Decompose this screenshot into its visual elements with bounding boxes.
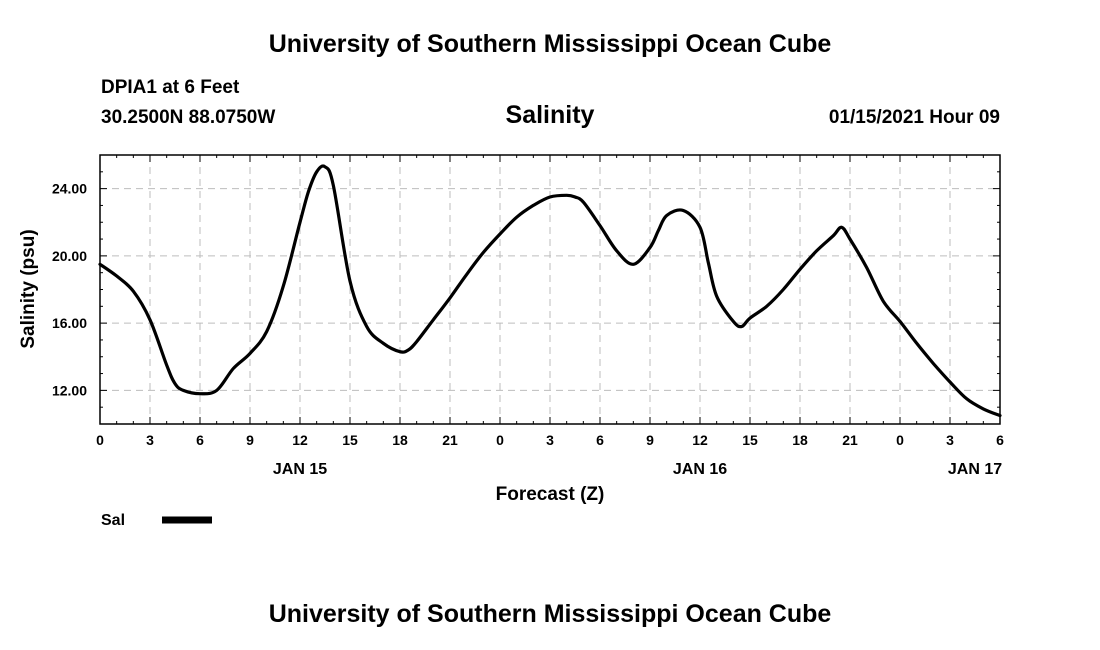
y-tick-label: 12.00 bbox=[52, 382, 87, 398]
x-tick-label: 15 bbox=[742, 432, 758, 448]
tick-labels: 0 3 6 9 12 15 18 21 0 3 6 9 12 15 18 21 0 3 6 12.00 16.00 20.… bbox=[52, 181, 1004, 478]
date-label: JAN 17 bbox=[948, 461, 1002, 478]
x-tick-label: 21 bbox=[842, 432, 858, 448]
x-tick-label: 6 bbox=[596, 432, 604, 448]
x-tick-label: 12 bbox=[292, 432, 308, 448]
x-tick-label: 12 bbox=[692, 432, 708, 448]
legend-label-sal: Sal bbox=[101, 512, 125, 529]
station-label: DPIA1 at 6 Feet bbox=[101, 77, 240, 98]
x-tick-label: 18 bbox=[792, 432, 808, 448]
axis-ticks bbox=[99, 154, 1001, 425]
date-label: JAN 15 bbox=[273, 461, 327, 478]
x-tick-label: 9 bbox=[246, 432, 254, 448]
x-tick-label: 3 bbox=[546, 432, 554, 448]
series-line-sal bbox=[98, 164, 1002, 418]
station-coordinates: 30.2500N 88.0750W bbox=[101, 107, 276, 128]
x-tick-label: 18 bbox=[392, 432, 408, 448]
date-label: JAN 16 bbox=[673, 461, 727, 478]
x-tick-label: 3 bbox=[146, 432, 154, 448]
grid bbox=[100, 155, 1000, 424]
x-tick-label: 0 bbox=[496, 432, 504, 448]
y-axis-label: Salinity (psu) bbox=[18, 229, 39, 348]
forecast-datetime: 01/15/2021 Hour 09 bbox=[828, 107, 1000, 128]
x-tick-label: 9 bbox=[646, 432, 654, 448]
footer-title: University of Southern Mississippi Ocean… bbox=[268, 600, 832, 628]
x-tick-label: 6 bbox=[996, 432, 1004, 448]
x-tick-label: 21 bbox=[442, 432, 458, 448]
x-tick-label: 6 bbox=[196, 432, 204, 448]
x-tick-label: 3 bbox=[946, 432, 954, 448]
y-tick-label: 16.00 bbox=[52, 315, 87, 331]
x-tick-label: 15 bbox=[342, 432, 358, 448]
chart-title: Salinity bbox=[505, 101, 595, 129]
y-tick-label: 24.00 bbox=[52, 181, 87, 197]
x-tick-label: 0 bbox=[896, 432, 904, 448]
page-title: University of Southern Mississippi Ocean… bbox=[268, 30, 832, 58]
x-tick-label: 0 bbox=[96, 432, 104, 448]
x-axis-label: Forecast (Z) bbox=[496, 484, 605, 505]
y-tick-label: 20.00 bbox=[52, 248, 87, 264]
